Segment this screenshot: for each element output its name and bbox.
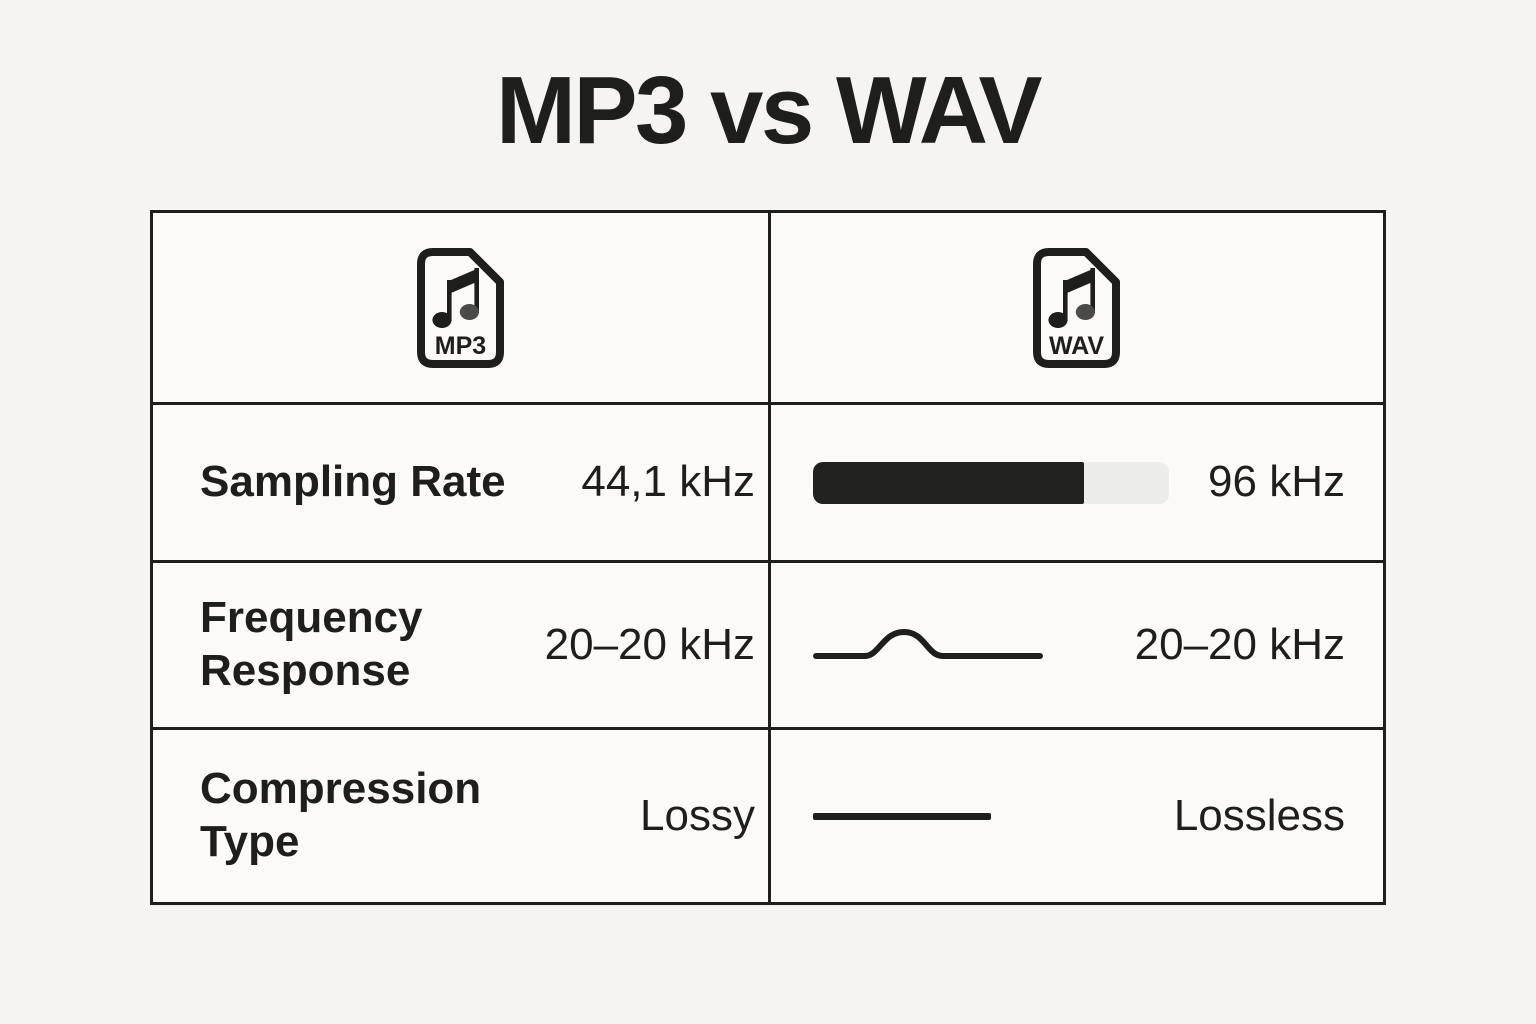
wav-file-icon: WAV (1033, 247, 1120, 368)
wav-column-header: WAV (768, 213, 1383, 402)
wav-sampling-rate-cell: 96 kHz (768, 402, 1383, 560)
sampling-rate-bar (813, 461, 1169, 504)
note-beam (1067, 267, 1095, 293)
row-label-compression-type: Compression Type (200, 764, 482, 866)
wave-curve-icon (813, 628, 1043, 659)
wav-frequency-response-cell: 20–20 kHz (768, 560, 1383, 727)
row-label-frequency-response: Frequency Response (200, 593, 423, 695)
sampling-rate-bar-fill (813, 461, 1084, 504)
wav-compression-type-cell: Lossless (768, 727, 1383, 902)
note-head (1048, 311, 1068, 328)
page-title: MP3 vs WAV (495, 57, 1043, 164)
mp3-sampling-rate-cell: Sampling Rate 44,1 kHz (153, 402, 768, 560)
mp3-sampling-rate-value: 44,1 kHz (581, 457, 755, 507)
note-head (431, 311, 452, 328)
comparison-table: MP3 WAV Sampling Rate 44,1 kHz 96 kHz Fr… (150, 210, 1386, 905)
mp3-frequency-response-cell: Frequency Response 20–20 kHz (153, 560, 768, 727)
wav-frequency-response-value: 20–20 kHz (1134, 619, 1345, 669)
flat-line-icon (813, 812, 991, 820)
wav-compression-type-value: Lossless (1173, 790, 1345, 840)
note-head (1075, 303, 1095, 320)
note-head (459, 303, 479, 320)
wav-sampling-rate-value: 96 kHz (1208, 457, 1345, 507)
mp3-compression-type-cell: Compression Type Lossy (153, 727, 768, 902)
mp3-frequency-response-value: 20–20 kHz (544, 619, 755, 669)
row-label-sampling-rate: Sampling Rate (200, 457, 506, 507)
mp3-column-header: MP3 (153, 213, 768, 402)
mp3-icon-label: MP3 (434, 332, 485, 360)
wav-icon-label: WAV (1049, 332, 1104, 360)
mp3-compression-type-value: Lossy (640, 790, 755, 840)
mp3-file-icon: MP3 (416, 247, 504, 368)
note-beam (450, 267, 479, 293)
